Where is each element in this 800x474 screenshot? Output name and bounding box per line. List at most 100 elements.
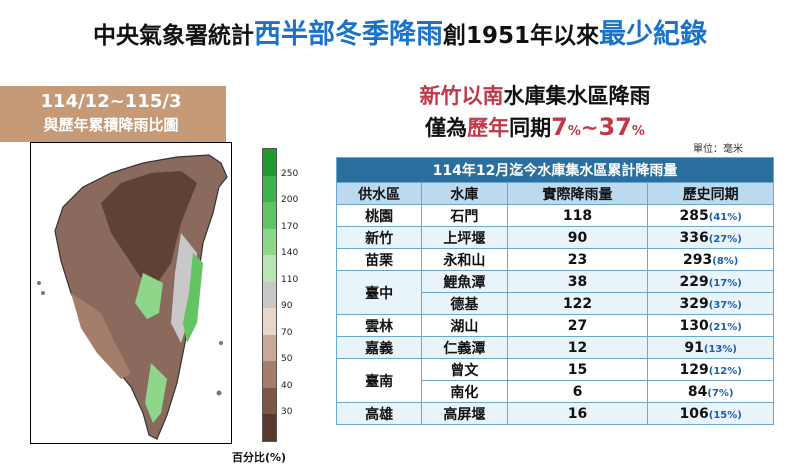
dry-north-area [101, 171, 197, 293]
cell-region: 雲林 [335, 314, 423, 337]
colorbar-segment [263, 281, 276, 309]
rainfall-table: 114年12月迄今水庫集水區累計降雨量 供水區 水庫 實際降雨量 歷史同期 桃園… [335, 157, 774, 425]
history-percent: (15%) [708, 409, 742, 421]
cell-actual-rainfall: 118 [506, 204, 649, 227]
cell-history: 329(37%) [647, 292, 774, 315]
cell-history: 130(21%) [647, 314, 774, 337]
cell-history: 285(41%) [647, 204, 774, 227]
cell-history: 106(15%) [647, 402, 774, 425]
island-green [219, 341, 223, 345]
colorbar-tick-label: 40 [281, 380, 293, 391]
southwest-plain [71, 293, 131, 379]
cell-region: 高雄 [335, 402, 423, 425]
cell-reservoir: 鯉魚潭 [421, 270, 508, 293]
colorbar-segment [263, 308, 276, 335]
colorbar-segment [263, 361, 276, 388]
table-row: 南化 6 84(7%) [337, 380, 774, 403]
subhead-same-period: 同期 [509, 116, 552, 140]
cell-actual-rainfall: 23 [506, 248, 649, 271]
colorbar-segment [263, 387, 276, 415]
colorbar-segment [263, 149, 276, 176]
cell-actual-rainfall: 27 [506, 314, 649, 337]
history-value: 84 [687, 383, 708, 400]
cell-actual-rainfall: 122 [506, 292, 649, 315]
map-header: 114/12~115/3 與歷年累積降雨比圖 [0, 86, 222, 142]
cell-history: 293(8%) [647, 248, 774, 271]
green-east-area [183, 253, 203, 343]
cell-actual-rainfall: 15 [506, 358, 649, 381]
cell-history: 229(17%) [647, 270, 774, 293]
colorbar-tick-label: 30 [281, 407, 293, 418]
title-part1: 中央氣象署統計 [92, 23, 254, 49]
table-row: 高雄 高屏堰 16 106(15%) [335, 402, 774, 425]
cell-reservoir: 曾文 [421, 358, 508, 381]
cell-history: 84(7%) [647, 380, 774, 403]
cell-region: 臺中 [335, 270, 423, 315]
header-actual: 實際降雨量 [506, 182, 649, 205]
history-value: 293 [683, 251, 713, 268]
header-reservoir: 水庫 [421, 182, 508, 205]
cell-reservoir: 永和山 [421, 248, 508, 271]
colorbar-tick-label: 50 [281, 354, 293, 365]
history-value: 285 [679, 207, 709, 224]
table-row: 臺南 曾文 15 129(12%) [335, 358, 774, 403]
colorbar-tick-label: 250 [281, 168, 299, 179]
map-header-caption: 與歷年累積降雨比圖 [43, 116, 179, 134]
table-row: 新竹 上坪堰 90 336(27%) [335, 226, 774, 249]
cell-reservoir: 上坪堰 [421, 226, 508, 249]
history-percent: (27%) [708, 233, 742, 245]
gray-east-area [171, 233, 197, 343]
table-caption: 114年12月迄今水庫集水區累計降雨量 [336, 157, 774, 183]
history-percent: (7%) [707, 387, 734, 399]
cell-reservoir: 仁義潭 [421, 336, 508, 359]
cell-region: 桃園 [335, 204, 423, 227]
colorbar [262, 148, 277, 442]
cell-region: 嘉義 [335, 336, 423, 359]
cell-region: 新竹 [335, 226, 423, 249]
cell-reservoir: 高屏堰 [421, 402, 508, 425]
cell-region: 臺南 [335, 358, 423, 403]
header-region: 供水區 [335, 182, 423, 205]
island-orchid [216, 390, 222, 396]
green-central-area [135, 273, 163, 319]
subhead-region: 新竹以南 [419, 84, 504, 108]
history-percent: (8%) [712, 255, 739, 267]
cell-actual-rainfall: 16 [506, 402, 649, 425]
colorbar-segment [263, 228, 276, 256]
subhead-only: 僅為 [425, 116, 468, 140]
table-row: 臺中 鯉魚潭 38 229(17%) [335, 270, 774, 315]
rainfall-table-body: 114年12月迄今水庫集水區累計降雨量 供水區 水庫 實際降雨量 歷史同期 桃園… [335, 157, 774, 425]
history-percent: (17%) [708, 277, 742, 289]
history-value: 336 [679, 229, 709, 246]
page-title: 中央氣象署統計西半部冬季降雨創1951年以來最少紀錄 [0, 12, 800, 51]
cell-actual-rainfall: 90 [506, 226, 649, 249]
unit-note: 單位：毫米 [693, 144, 743, 155]
title-part3: 創1951年以來 [442, 23, 599, 49]
cell-history: 336(27%) [647, 226, 774, 249]
subhead-line1: 新竹以南水庫集水區降雨 [330, 80, 740, 110]
subhead-history: 歷年 [467, 116, 510, 140]
history-value: 106 [679, 405, 709, 422]
island-penghu [37, 281, 41, 285]
cell-actual-rainfall: 38 [506, 270, 649, 293]
subhead-pct-sign-1: % [567, 124, 581, 139]
history-value: 129 [679, 361, 709, 378]
cell-reservoir: 湖山 [421, 314, 508, 337]
taiwan-map-image [37, 154, 228, 440]
island-penghu-2 [41, 291, 45, 295]
history-value: 229 [679, 273, 709, 290]
colorbar-tick-label: 90 [281, 301, 293, 312]
subhead-line2: 僅為歷年同期7%~37% [330, 112, 740, 142]
colorbar-tick-label: 140 [281, 248, 299, 259]
history-percent: (37%) [708, 299, 742, 311]
colorbar-tick-label: 170 [281, 221, 299, 232]
colorbar-unit: 百分比(%) [232, 451, 287, 464]
colorbar-tick-label: 70 [281, 327, 293, 338]
table-row: 德基 122 329(37%) [337, 292, 774, 315]
cell-reservoir: 石門 [421, 204, 508, 227]
cell-actual-rainfall: 12 [506, 336, 649, 359]
colorbar-tick-label: 110 [281, 274, 299, 285]
history-percent: (21%) [708, 321, 742, 333]
cell-region: 苗栗 [335, 248, 423, 271]
subhead-pct-sign-2: % [631, 124, 645, 139]
